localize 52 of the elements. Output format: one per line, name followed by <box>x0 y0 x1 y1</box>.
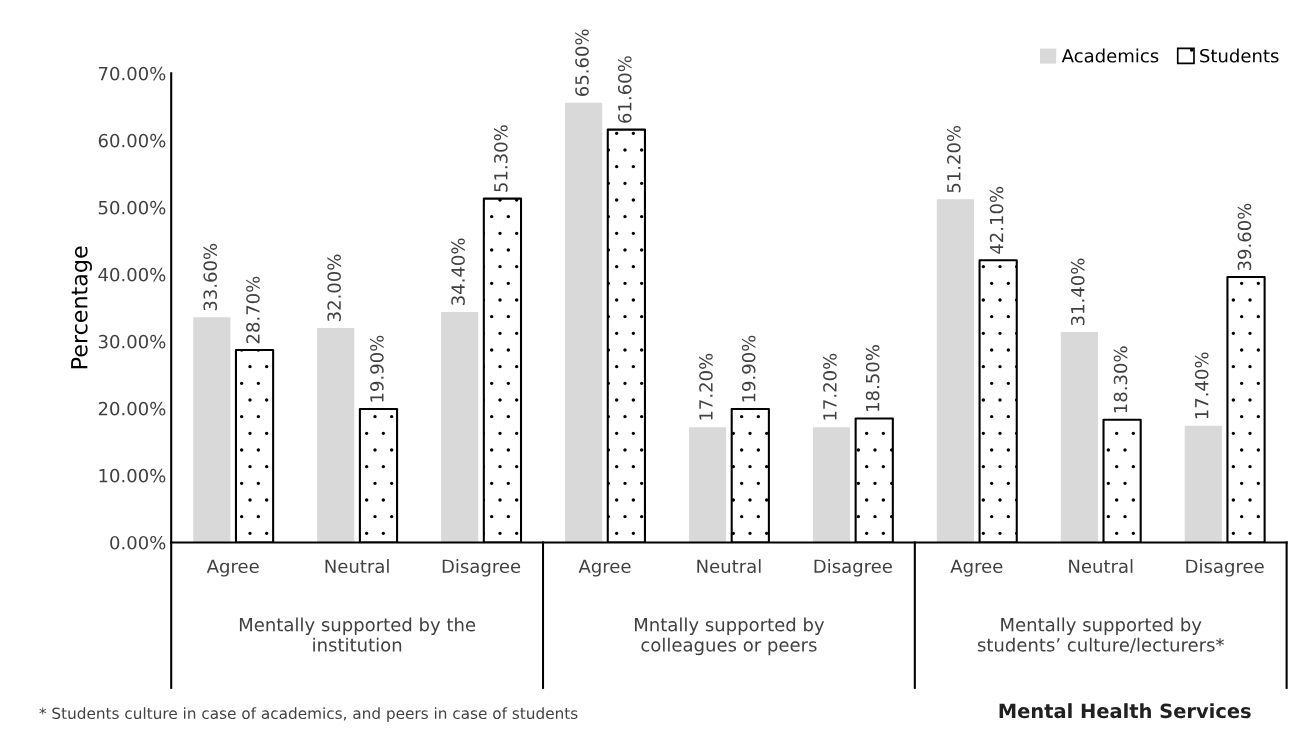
y-tick-label: 30.00% <box>98 334 166 349</box>
data-label: 65.60% <box>575 29 589 96</box>
bar <box>1184 425 1222 543</box>
data-label: 17.40% <box>1194 352 1209 419</box>
x-tick-label: Agree <box>206 559 259 577</box>
y-tick-label: 70.00% <box>98 66 166 81</box>
data-label: 19.90% <box>741 335 756 402</box>
x-tick-label: Neutral <box>1069 559 1133 574</box>
y-axis-title: Percentage <box>71 246 92 369</box>
y-tick-label: 0.00% <box>110 535 166 550</box>
x-tick-label: Disagree <box>1186 559 1264 577</box>
data-label: 39.60% <box>1237 203 1252 271</box>
y-tick-label: 50.00% <box>98 200 166 215</box>
y-tick-label: 10.00% <box>99 468 166 483</box>
x-tick-label: Neutral <box>697 559 761 574</box>
y-tick-label: 40.00% <box>98 267 166 282</box>
x-tick-label: Agree <box>578 559 631 577</box>
data-label: 42.10% <box>989 186 1004 254</box>
data-label: 34.40% <box>451 238 465 305</box>
data-label: 17.20% <box>823 353 837 420</box>
text: * Students culture in case of academics, and peers in case of students <box>39 707 578 723</box>
data-label: 51.20% <box>946 125 961 193</box>
bar <box>565 102 603 543</box>
bar <box>317 327 355 543</box>
data-label: 33.60% <box>203 243 218 311</box>
data-label: 17.20% <box>699 353 713 420</box>
data-label: 32.00% <box>327 254 341 322</box>
text: Mentally supported by the institution <box>239 617 476 652</box>
text: Mentally supported by students’ culture/lecturers* <box>977 617 1224 654</box>
x-tick-label: Disagree <box>814 559 892 577</box>
bar <box>1060 331 1098 543</box>
bar <box>441 311 479 543</box>
y-tick-label: 60.00% <box>98 133 166 148</box>
data-label: 61.60% <box>617 56 632 123</box>
y-tick-label: 20.00% <box>98 401 166 416</box>
legend-label: Academics <box>1061 48 1159 63</box>
text: Mental Health Services <box>999 703 1251 719</box>
bar <box>812 427 851 543</box>
x-tick-label: Neutral <box>325 559 389 574</box>
data-label: 18.30% <box>1113 346 1128 413</box>
x-tick-label: Agree <box>950 559 1003 577</box>
bar <box>688 427 727 543</box>
bar <box>193 317 231 543</box>
data-label: 28.70% <box>246 276 260 344</box>
data-label: 19.90% <box>370 335 384 402</box>
data-label: 18.50% <box>865 345 880 411</box>
data-label: 51.30% <box>494 125 508 192</box>
x-tick-label: Disagree <box>442 559 521 577</box>
bar <box>936 199 974 543</box>
legend-label: Students <box>1200 48 1279 63</box>
data-label: 31.40% <box>1070 258 1085 326</box>
text: Mntally supported by colleagues or peers <box>634 617 825 656</box>
